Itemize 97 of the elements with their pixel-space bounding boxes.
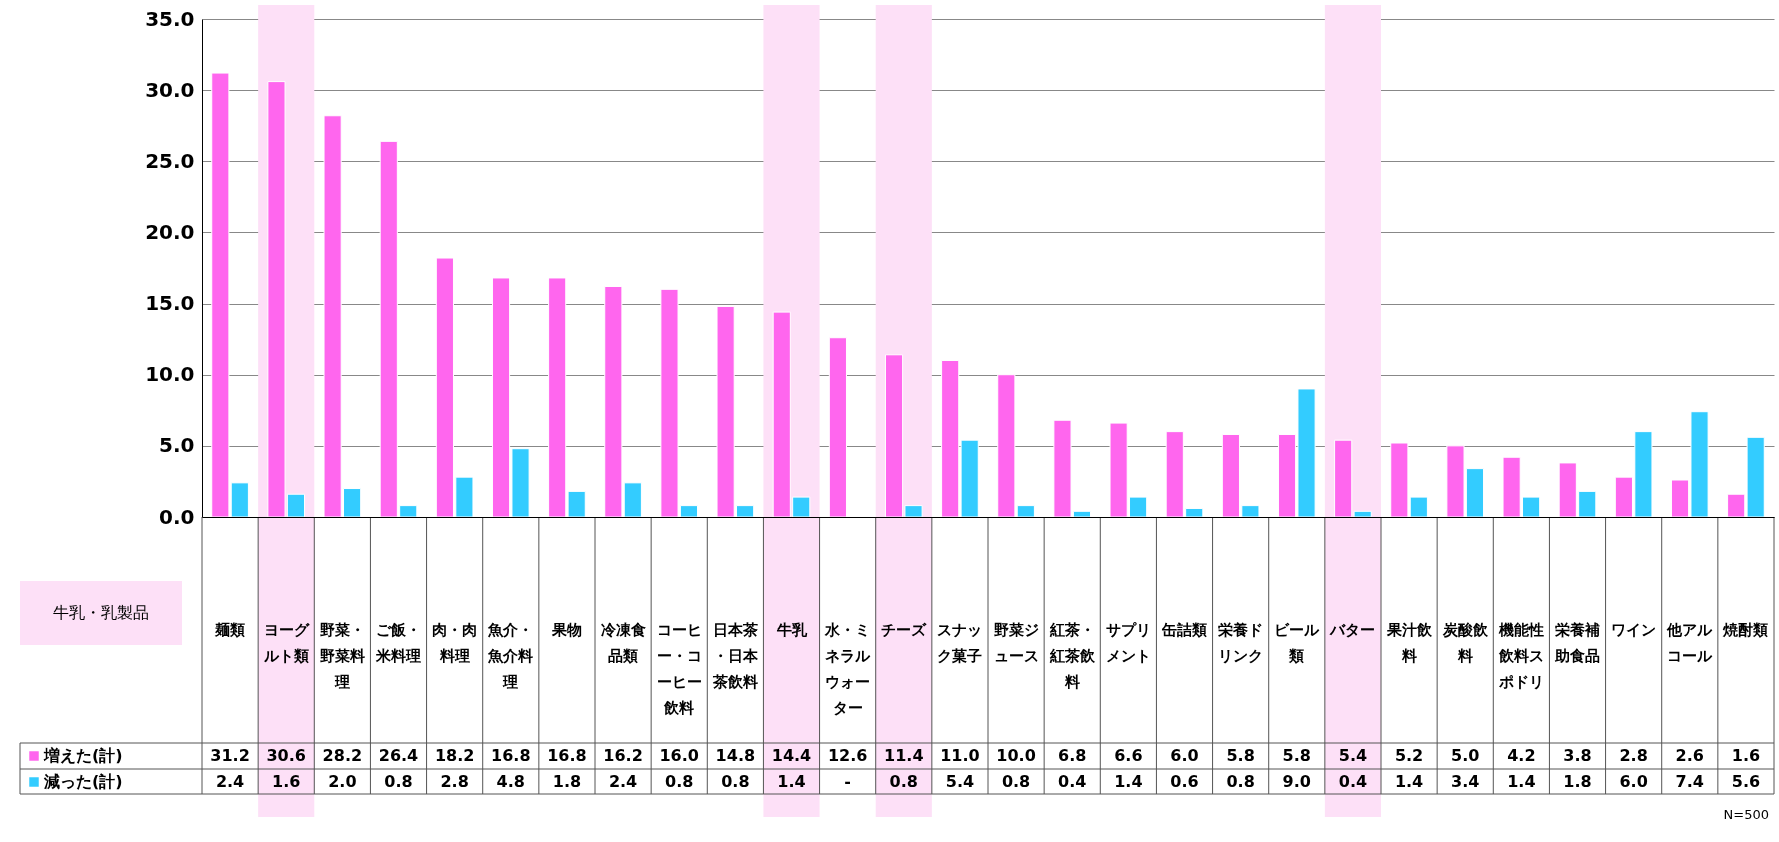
x-tick-label: 紅茶・紅茶飲料	[1048, 621, 1096, 691]
data-label: 2.8	[1619, 746, 1648, 765]
x-tick-label: 果汁飲料	[1385, 621, 1433, 665]
x-tick-label: スナック菓子	[937, 621, 983, 665]
data-label: 5.4	[945, 772, 975, 791]
data-label: 30.6	[266, 746, 306, 765]
legend-label: 増えた(計)	[43, 746, 123, 765]
data-label: 26.4	[378, 746, 419, 765]
x-tick-label: 牛乳	[775, 621, 808, 639]
data-label: 1.6	[272, 772, 301, 791]
x-tick-label: バター	[1329, 621, 1376, 639]
data-label: 3.8	[1563, 746, 1592, 765]
data-label: 2.4	[608, 772, 638, 791]
x-tick-label: 魚介・魚介料理	[487, 621, 534, 691]
data-label: 11.0	[940, 746, 980, 765]
data-label: 0.6	[1170, 772, 1199, 791]
data-label: 6.6	[1114, 746, 1143, 765]
x-tick-label: ヨーグルト類	[262, 621, 310, 665]
x-tick-label: 肉・肉料理	[432, 621, 478, 665]
data-label: 0.8	[384, 772, 413, 791]
data-label: 1.8	[552, 772, 582, 791]
data-label: 2.6	[1675, 746, 1704, 765]
data-label: 18.2	[434, 746, 475, 765]
y-tick-label: 10.0	[145, 362, 195, 387]
data-label: 12.6	[827, 746, 868, 765]
data-label: 5.4	[1338, 746, 1368, 765]
data-label: 10.0	[996, 746, 1036, 765]
data-label: 0.4	[1058, 772, 1087, 791]
data-label: 4.8	[496, 772, 525, 791]
data-label: 16.8	[547, 746, 587, 765]
x-tick-label: ご飯・米料理	[375, 621, 421, 665]
data-label: 0.8	[665, 772, 694, 791]
data-label: 0.8	[1226, 772, 1255, 791]
legend-label: 減った(計)	[43, 772, 123, 791]
x-tick-label: チーズ	[881, 621, 928, 639]
y-tick-label: 0.0	[159, 504, 195, 529]
x-tick-label: 栄養補助食品	[1554, 621, 1600, 665]
x-tick-label: 日本茶・日本茶飲料	[711, 621, 759, 691]
x-tick-label: 冷凍食品類	[600, 621, 646, 665]
y-tick-label: 25.0	[145, 148, 195, 173]
x-tick-label: 焼酎類	[1722, 621, 1769, 639]
x-tick-label: ワイン	[1611, 621, 1657, 639]
data-label: 1.4	[777, 772, 806, 791]
data-label: 4.2	[1507, 746, 1536, 765]
data-label: 6.0	[1619, 772, 1648, 791]
text: -	[844, 772, 851, 791]
data-label: 5.2	[1394, 746, 1424, 765]
data-label: 5.6	[1731, 772, 1761, 791]
x-tick-label: コーヒー・コーヒー飲料	[656, 621, 702, 717]
data-label: 5.8	[1226, 746, 1255, 765]
data-label: 0.8	[889, 772, 918, 791]
bar	[828, 337, 847, 518]
data-label: 0.8	[1001, 772, 1031, 791]
data-label: 14.8	[715, 746, 756, 765]
data-label: 1.4	[1507, 772, 1536, 791]
data-label: 0.4	[1338, 772, 1368, 791]
text: 牛乳・乳製品	[53, 603, 149, 622]
data-label: 1.8	[1563, 772, 1592, 791]
data-label: 1.6	[1731, 746, 1761, 765]
text: N=500	[1723, 807, 1769, 822]
x-tick-label: ビール類	[1274, 621, 1321, 665]
data-label: 28.2	[322, 746, 363, 765]
data-label: 11.4	[884, 746, 924, 765]
data-label: 0.8	[721, 772, 750, 791]
x-tick-label: 水・ミネラルウォーター	[824, 621, 872, 717]
data-label: 5.0	[1451, 746, 1480, 765]
data-label: 14.4	[771, 746, 812, 765]
data-label: 1.4	[1114, 772, 1143, 791]
x-tick-label: 他アルコール	[1666, 621, 1714, 665]
y-tick-label: 30.0	[145, 77, 195, 102]
data-label: 16.0	[659, 746, 699, 765]
data-label: 16.2	[603, 746, 643, 765]
x-tick-label: 果物	[550, 621, 582, 639]
x-tick-label: 機能性飲料スポドリ	[1497, 621, 1544, 691]
data-label: 7.4	[1675, 772, 1704, 791]
data-label: 1.4	[1394, 772, 1424, 791]
data-label: 2.4	[215, 772, 245, 791]
y-tick-label: 15.0	[145, 291, 195, 316]
y-tick-label: 35.0	[145, 6, 195, 31]
data-label: 6.8	[1058, 746, 1087, 765]
x-tick-label: 野菜ジュース	[993, 621, 1039, 665]
x-tick-label: 麺類	[214, 621, 246, 639]
data-label: 31.2	[210, 746, 250, 765]
x-tick-label: 缶詰類	[1161, 621, 1207, 639]
data-label: 2.8	[440, 772, 469, 791]
y-tick-label: 20.0	[145, 219, 195, 244]
data-label: 3.4	[1451, 772, 1480, 791]
x-tick-label: 栄養ドリンク	[1218, 621, 1264, 665]
x-tick-label: サプリメント	[1105, 621, 1151, 665]
x-tick-label: 野菜・野菜料理	[319, 621, 365, 691]
data-label: 9.0	[1282, 772, 1311, 791]
data-label: 2.0	[328, 772, 357, 791]
data-label: 5.8	[1282, 746, 1311, 765]
data-label: 16.8	[491, 746, 531, 765]
data-label: 6.0	[1170, 746, 1199, 765]
y-tick-label: 5.0	[159, 433, 195, 458]
x-tick-label: 炭酸飲料	[1441, 621, 1489, 665]
